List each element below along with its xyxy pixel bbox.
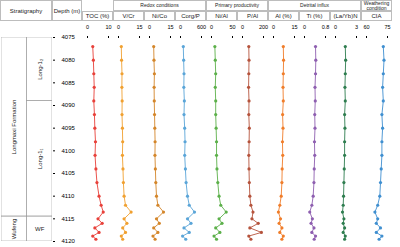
html-text:Weathering condition: Weathering condition	[363, 0, 390, 11]
svg-text:4095: 4095	[62, 125, 76, 131]
svg-text:50: 50	[229, 24, 235, 30]
svg-text:4075: 4075	[62, 34, 76, 40]
html-text:Detrital influx: Detrital influx	[300, 2, 329, 8]
svg-text:Long-1₂: Long-1₂	[37, 58, 43, 80]
html-text:Corg/P: Corg/P	[181, 13, 200, 19]
svg-text:4090: 4090	[62, 102, 76, 108]
svg-text:0: 0	[148, 24, 151, 30]
svg-text:4105: 4105	[62, 170, 76, 176]
svg-text:Long-1₁: Long-1₁	[37, 148, 43, 169]
svg-text:4115: 4115	[62, 216, 76, 222]
html-text:Depth (m): Depth (m)	[53, 7, 81, 14]
svg-text:4110: 4110	[62, 193, 76, 199]
svg-text:3: 3	[355, 24, 358, 30]
html-text:Stratigraphy: Stratigraphy	[9, 7, 43, 14]
html-text:Primary productivity: Primary productivity	[215, 2, 259, 8]
svg-text:600: 600	[197, 24, 206, 30]
svg-text:0: 0	[272, 24, 275, 30]
svg-text:WF: WF	[35, 226, 45, 232]
svg-text:4080: 4080	[62, 57, 76, 63]
svg-text:0: 0	[303, 24, 306, 30]
svg-text:4120: 4120	[62, 238, 76, 244]
svg-text:60: 60	[363, 24, 369, 30]
svg-text:0: 0	[334, 24, 337, 30]
svg-text:15: 15	[136, 24, 142, 30]
svg-text:75: 75	[384, 24, 390, 30]
svg-text:0: 0	[241, 24, 244, 30]
svg-text:0.8: 0.8	[322, 24, 330, 30]
svg-text:10: 10	[105, 24, 111, 30]
svg-text:Longmaxi Formation: Longmaxi Formation	[11, 100, 17, 155]
html-text:Ni/Co: Ni/Co	[152, 13, 167, 19]
svg-text:0: 0	[210, 24, 213, 30]
svg-text:Wufeng: Wufeng	[11, 219, 17, 240]
html-text:Ni/Al: Ni/Al	[215, 13, 228, 19]
html-text:V/Cr: V/Cr	[122, 13, 135, 19]
svg-text:15: 15	[167, 24, 173, 30]
html-text:Al (%): Al (%)	[275, 13, 292, 19]
svg-text:4100: 4100	[62, 148, 76, 154]
svg-text:15: 15	[291, 24, 297, 30]
svg-text:0: 0	[117, 24, 120, 30]
svg-text:0: 0	[86, 24, 89, 30]
svg-text:4085: 4085	[62, 80, 76, 86]
svg-text:0: 0	[179, 24, 182, 30]
html-text:Ti (%): Ti (%)	[306, 13, 323, 19]
html-text:Redox conditions: Redox conditions	[140, 2, 179, 8]
html-text:P/Al: P/Al	[247, 13, 258, 19]
html-text:CIA: CIA	[371, 13, 382, 19]
html-text:(La/Yb)N: (La/Yb)N	[333, 13, 358, 19]
html-text:TOC (%): TOC (%)	[85, 13, 110, 19]
svg-text:200: 200	[259, 24, 268, 30]
